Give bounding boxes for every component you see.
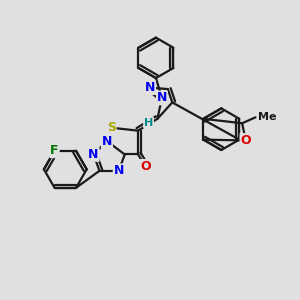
Text: S: S xyxy=(107,121,116,134)
Text: H: H xyxy=(144,118,153,128)
Text: Me: Me xyxy=(258,112,276,122)
Text: N: N xyxy=(88,148,99,161)
Text: O: O xyxy=(240,134,251,147)
Text: N: N xyxy=(114,164,124,177)
Text: N: N xyxy=(157,92,167,104)
Text: N: N xyxy=(145,81,155,94)
Text: F: F xyxy=(50,144,59,157)
Text: N: N xyxy=(102,135,112,148)
Text: O: O xyxy=(140,160,151,173)
